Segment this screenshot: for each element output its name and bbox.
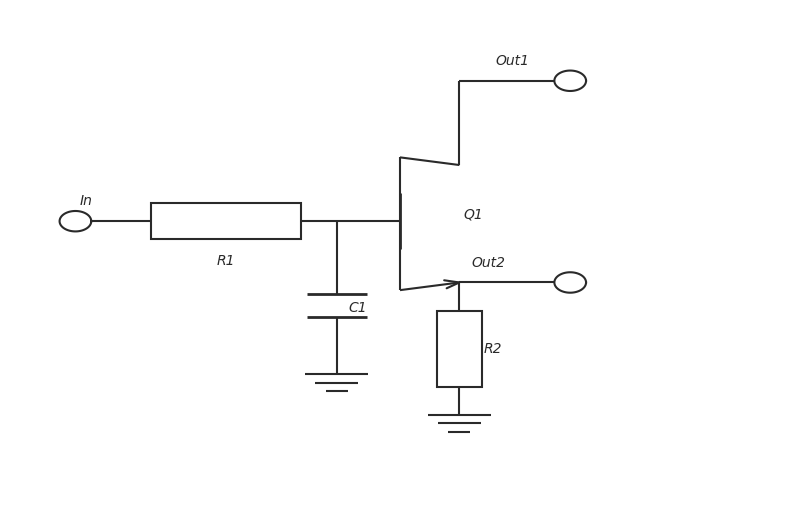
Text: Out1: Out1: [495, 54, 529, 68]
Text: Q1: Q1: [463, 207, 483, 221]
Text: R2: R2: [483, 342, 502, 356]
Text: R1: R1: [217, 254, 235, 268]
Text: Out2: Out2: [471, 256, 506, 270]
Bar: [438, 310, 482, 387]
Text: In: In: [79, 195, 92, 209]
Text: C1: C1: [349, 301, 367, 315]
Bar: [150, 203, 301, 239]
